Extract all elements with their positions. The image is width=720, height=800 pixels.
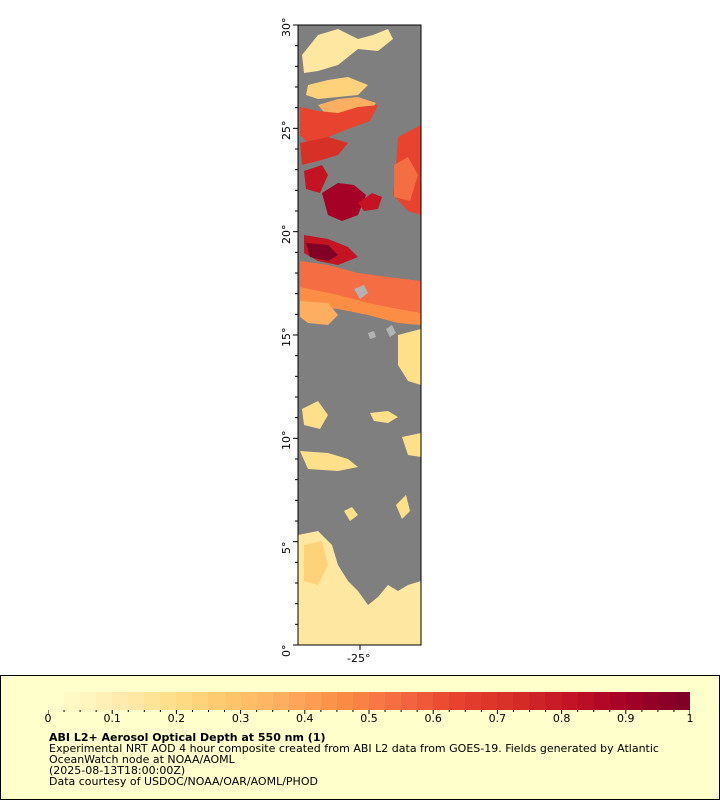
colorbar-tick-label: 0.9 bbox=[617, 712, 635, 725]
lat-label: 25° bbox=[280, 120, 293, 141]
colorbar-swatch bbox=[48, 692, 65, 710]
land-patch bbox=[354, 285, 368, 299]
colorbar-swatch bbox=[513, 692, 530, 710]
legend-panel: 0 0.1 0.2 0.3 0.4 0.5 0.6 0.7 0.8 0.9 1 ABI L2+ Ae… bbox=[0, 675, 720, 800]
colorbar-swatch bbox=[417, 692, 434, 710]
legend-text: ABI L2+ Aerosol Optical Depth at 550 nm … bbox=[49, 732, 689, 787]
aod-patch bbox=[300, 137, 348, 165]
map-frame[interactable] bbox=[293, 24, 422, 650]
legend-title: ABI L2+ Aerosol Optical Depth at 550 nm … bbox=[49, 731, 326, 744]
colorbar-tick-label: 0 bbox=[44, 712, 52, 725]
colorbar-swatch bbox=[641, 692, 658, 710]
colorbar-swatch bbox=[561, 692, 578, 710]
colorbar-tick-label: 0.6 bbox=[424, 712, 442, 725]
colorbar-swatch bbox=[304, 692, 321, 710]
legend-credit: Data courtesy of USDOC/NOAA/OAR/AOML/PHO… bbox=[49, 775, 318, 788]
aod-patch bbox=[396, 495, 410, 519]
aod-patch bbox=[370, 411, 398, 423]
colorbar-swatch bbox=[208, 692, 225, 710]
colorbar-swatch bbox=[433, 692, 450, 710]
aod-patch bbox=[304, 541, 328, 585]
colorbar-swatch bbox=[336, 692, 353, 710]
aod-patch bbox=[306, 243, 338, 261]
colorbar-swatch bbox=[320, 692, 337, 710]
colorbar bbox=[48, 692, 690, 710]
colorbar-ticks bbox=[48, 710, 690, 714]
colorbar-swatch bbox=[272, 692, 289, 710]
colorbar-swatch bbox=[240, 692, 257, 710]
aod-patch bbox=[398, 329, 421, 385]
colorbar-swatch bbox=[80, 692, 97, 710]
colorbar-swatch bbox=[577, 692, 594, 710]
aod-patch bbox=[300, 451, 358, 471]
colorbar-swatch bbox=[449, 692, 466, 710]
colorbar-swatch bbox=[112, 692, 129, 710]
aod-patch bbox=[302, 29, 393, 73]
colorbar-swatch bbox=[625, 692, 642, 710]
aod-patch bbox=[298, 531, 421, 645]
aod-patch bbox=[306, 77, 368, 99]
colorbar-swatch bbox=[96, 692, 113, 710]
colorbar-swatch bbox=[64, 692, 81, 710]
aod-patch bbox=[304, 165, 328, 193]
lat-label: 0° bbox=[280, 644, 293, 658]
colorbar-swatch bbox=[224, 692, 241, 710]
colorbar-swatch bbox=[128, 692, 145, 710]
aod-field bbox=[298, 29, 421, 645]
lat-label: 20° bbox=[280, 224, 293, 244]
colorbar-tick-label: 0.1 bbox=[103, 712, 121, 725]
aod-patch bbox=[300, 301, 338, 325]
aod-map[interactable] bbox=[293, 24, 422, 650]
land-patch bbox=[386, 325, 396, 337]
aod-patch bbox=[394, 157, 418, 201]
colorbar-tick-label: 0.3 bbox=[231, 712, 250, 725]
lat-label: 5° bbox=[280, 541, 293, 554]
colorbar-swatch bbox=[609, 692, 626, 710]
colorbar-tick-label: 0.5 bbox=[360, 712, 378, 725]
colorbar-tick-label: 0.8 bbox=[552, 712, 571, 725]
lat-label: 10° bbox=[280, 430, 293, 451]
colorbar-tick-label: 0.4 bbox=[296, 712, 314, 725]
aod-patch bbox=[300, 287, 421, 325]
legend-description-1: Experimental NRT AOD 4 hour composite cr… bbox=[49, 742, 659, 755]
colorbar-swatch bbox=[176, 692, 193, 710]
colorbar-swatch bbox=[368, 692, 385, 710]
colorbar-swatch bbox=[192, 692, 209, 710]
colorbar-swatch bbox=[352, 692, 369, 710]
aod-patch bbox=[322, 183, 366, 221]
colorbar-swatch bbox=[384, 692, 402, 710]
legend-timestamp: (2025-08-13T18:00:00Z) bbox=[49, 764, 186, 777]
colorbar-swatch bbox=[144, 692, 161, 710]
aod-patch bbox=[402, 433, 421, 457]
colorbar-swatch bbox=[256, 692, 273, 710]
colorbar-swatch bbox=[481, 692, 498, 710]
aod-patch bbox=[302, 401, 328, 429]
aod-patch bbox=[344, 507, 358, 521]
lat-label: 15° bbox=[280, 327, 293, 348]
colorbar-tick-label: 0.7 bbox=[488, 712, 507, 725]
colorbar-tick-label: 0.2 bbox=[167, 712, 186, 725]
aod-patch bbox=[358, 193, 382, 211]
colorbar-swatch bbox=[497, 692, 514, 710]
colorbar-swatch bbox=[160, 692, 177, 710]
legend-description-2: OceanWatch node at NOAA/AOML bbox=[49, 753, 235, 766]
lat-label: 30° bbox=[280, 17, 293, 38]
lat-axis-ticks bbox=[293, 24, 298, 646]
colorbar-swatch bbox=[288, 692, 305, 710]
land-patch bbox=[368, 331, 376, 339]
colorbar-swatch bbox=[465, 692, 482, 710]
colorbar-swatch bbox=[593, 692, 610, 710]
colorbar-swatch bbox=[529, 692, 546, 710]
colorbar-swatch bbox=[545, 692, 562, 710]
colorbar-swatch bbox=[673, 692, 690, 710]
colorbar-swatch bbox=[657, 692, 674, 710]
colorbar-swatch bbox=[401, 692, 418, 710]
colorbar-tick-label: 1 bbox=[686, 712, 694, 725]
lon-label: -25° bbox=[347, 652, 371, 665]
aod-patch bbox=[300, 105, 378, 143]
